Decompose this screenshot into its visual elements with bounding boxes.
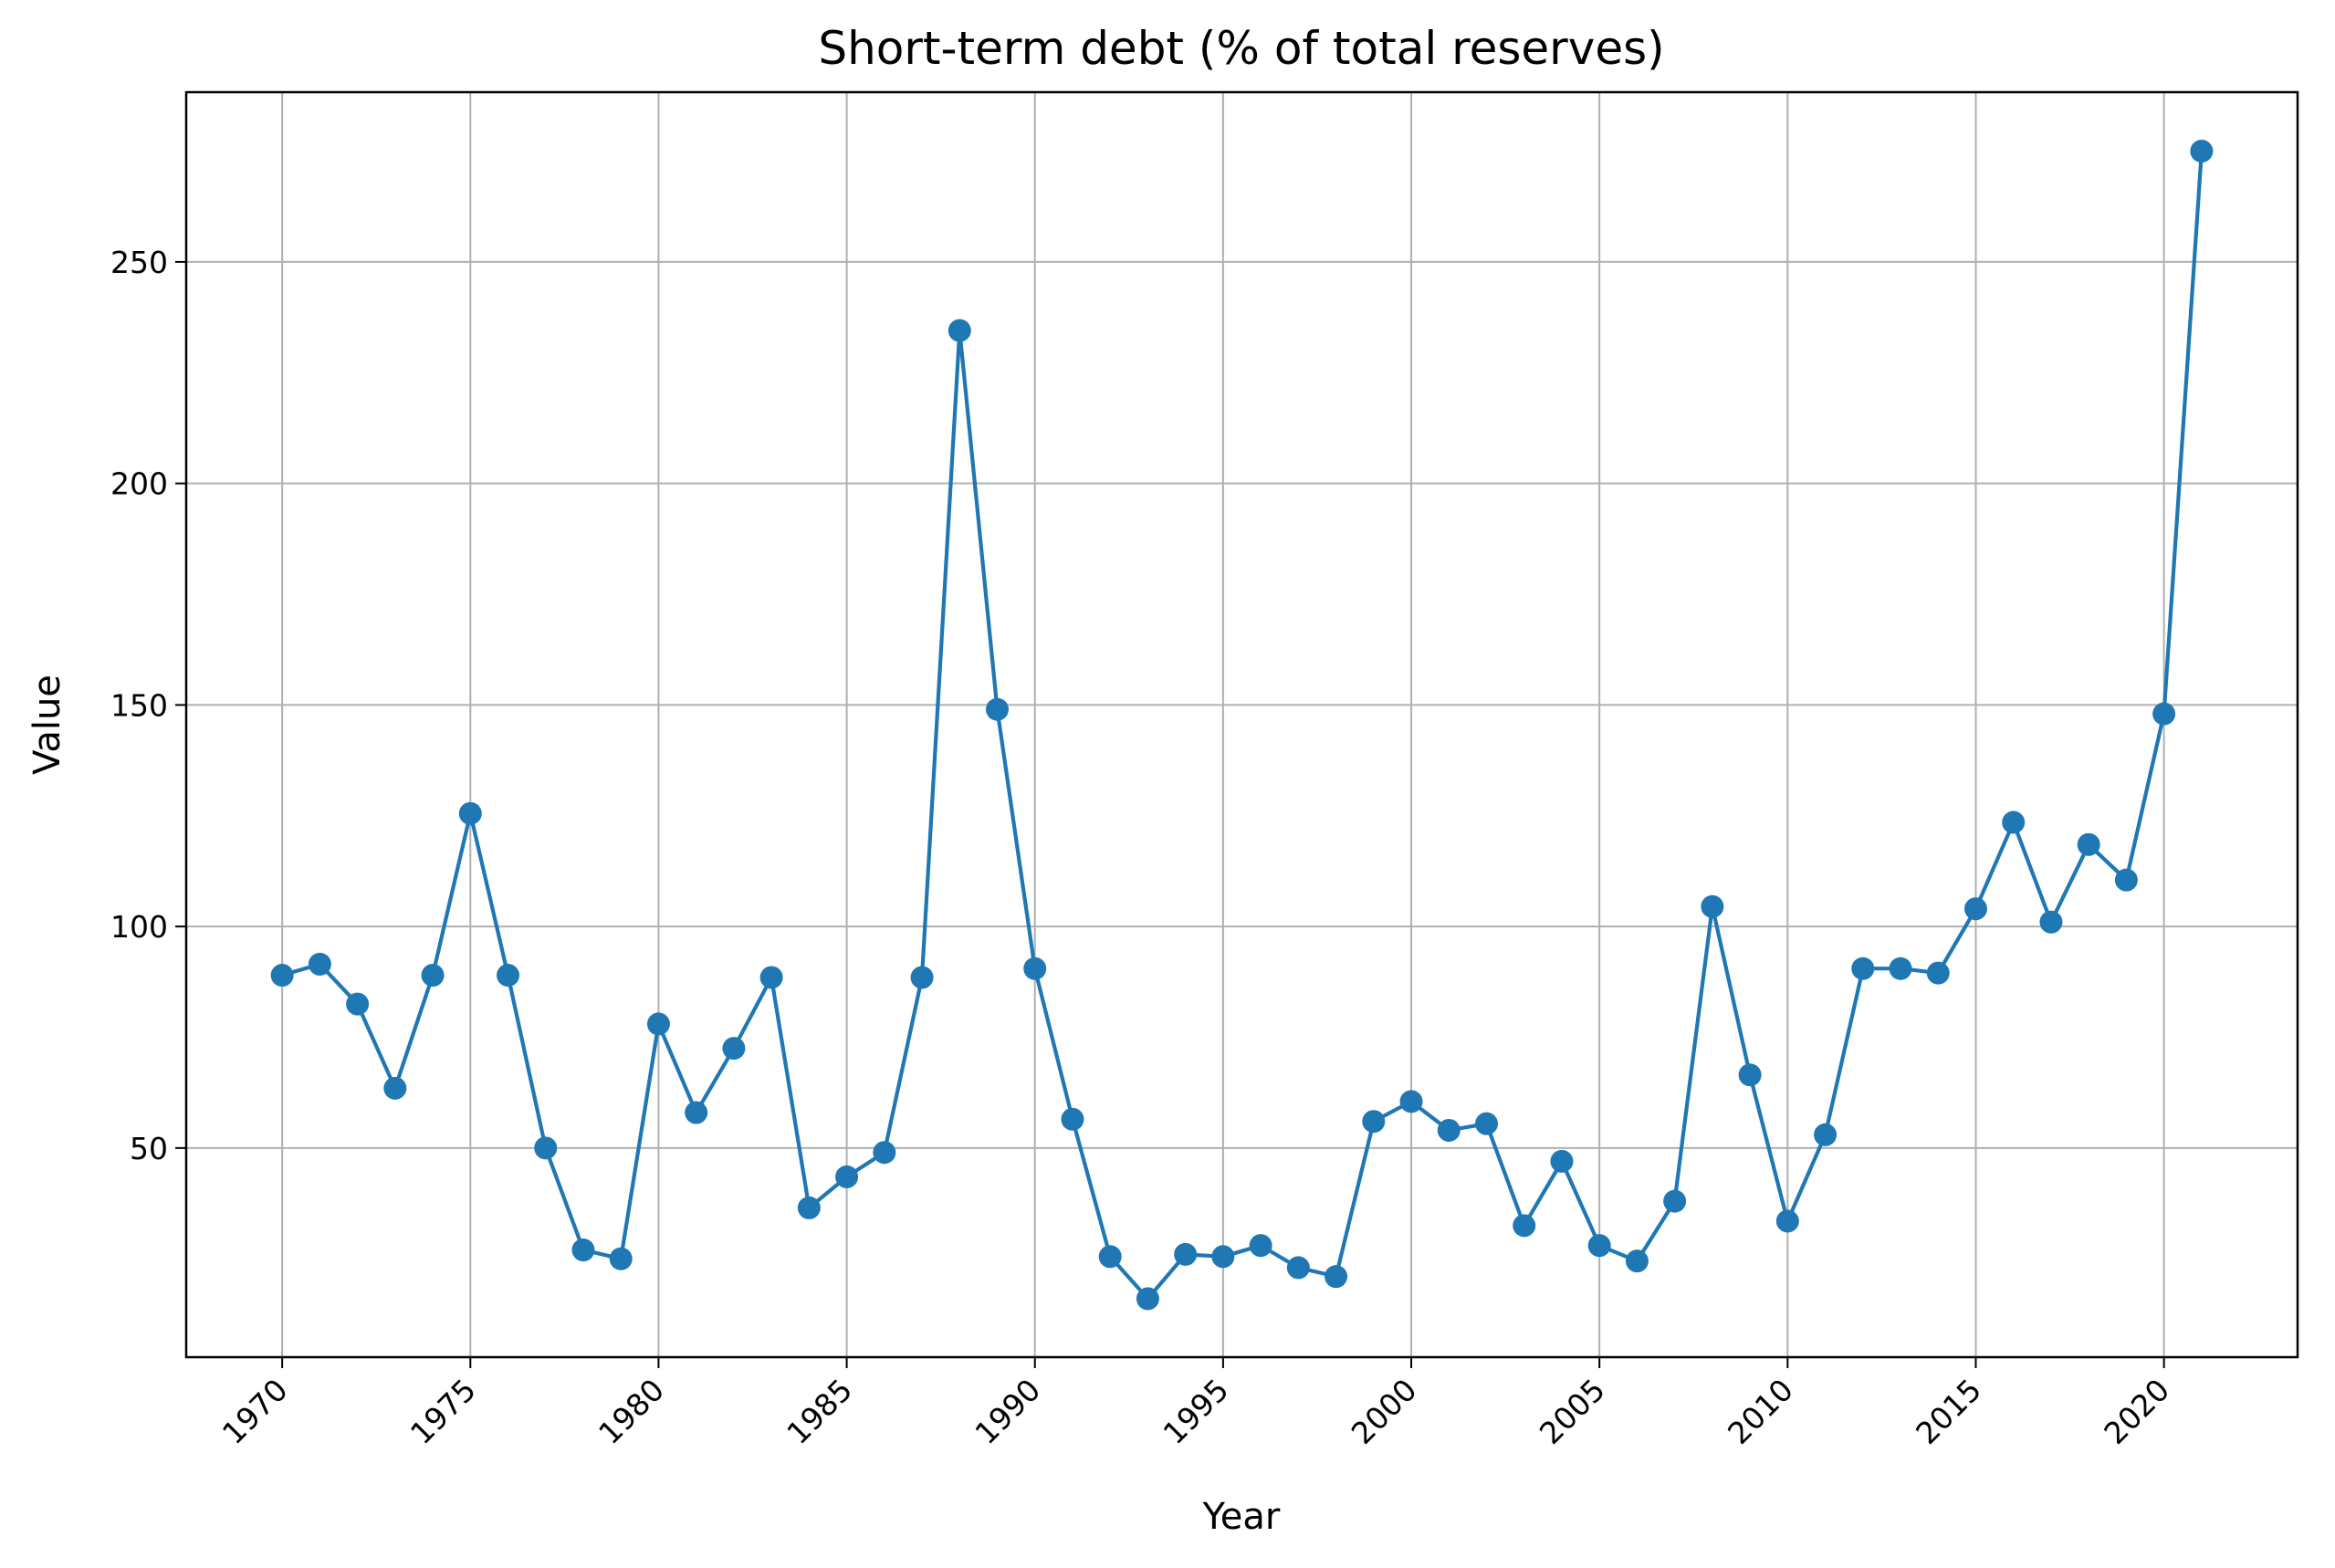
data-point bbox=[1249, 1234, 1272, 1258]
data-point bbox=[1325, 1265, 1348, 1289]
data-point bbox=[1136, 1287, 1159, 1311]
y-tick-label: 200 bbox=[110, 466, 168, 502]
data-point bbox=[1587, 1234, 1611, 1258]
data-point bbox=[270, 964, 294, 988]
data-point bbox=[759, 966, 783, 989]
data-point bbox=[646, 1012, 670, 1036]
data-point bbox=[1437, 1118, 1461, 1142]
data-point bbox=[609, 1247, 633, 1270]
series-line bbox=[281, 151, 2204, 1301]
data-point bbox=[1362, 1110, 1386, 1134]
data-point bbox=[1701, 894, 1724, 918]
data-point bbox=[1550, 1149, 1574, 1173]
data-point bbox=[458, 801, 482, 825]
data-point bbox=[2039, 910, 2063, 934]
data-point bbox=[1098, 1245, 1122, 1269]
data-point bbox=[1513, 1214, 1536, 1238]
y-tick-label: 100 bbox=[110, 909, 168, 945]
data-point bbox=[346, 992, 370, 1016]
data-point bbox=[2152, 702, 2176, 726]
data-point bbox=[1061, 1107, 1084, 1131]
data-point bbox=[2114, 868, 2138, 892]
data-point bbox=[948, 319, 971, 342]
data-point bbox=[2077, 832, 2100, 856]
data-point bbox=[722, 1037, 746, 1061]
data-point bbox=[1738, 1063, 1762, 1087]
data-point bbox=[986, 697, 1010, 721]
data-point bbox=[1174, 1242, 1198, 1266]
chart-title: Short-term debt (% of total reserves) bbox=[818, 22, 1664, 75]
data-point bbox=[2002, 810, 2026, 834]
data-point bbox=[308, 952, 331, 976]
data-point bbox=[421, 964, 445, 988]
data-point bbox=[835, 1165, 859, 1188]
y-axis-label: Value bbox=[26, 674, 68, 775]
data-point bbox=[1399, 1090, 1423, 1113]
y-tick-label: 50 bbox=[130, 1131, 168, 1166]
data-point bbox=[910, 966, 934, 989]
data-point bbox=[571, 1239, 595, 1262]
data-point bbox=[1286, 1256, 1310, 1280]
series-layer bbox=[270, 140, 2214, 1311]
data-point bbox=[1814, 1123, 1838, 1146]
y-tick-label: 150 bbox=[110, 687, 168, 723]
data-point bbox=[497, 964, 520, 988]
data-point bbox=[534, 1136, 558, 1160]
y-tick-label: 250 bbox=[110, 245, 168, 280]
data-point bbox=[1963, 897, 1987, 921]
data-point bbox=[797, 1196, 821, 1219]
plot-frame bbox=[184, 90, 2299, 1359]
data-point bbox=[1926, 961, 1950, 985]
data-point bbox=[1851, 956, 1875, 980]
data-point bbox=[1663, 1189, 1687, 1213]
data-point bbox=[685, 1101, 708, 1124]
data-point bbox=[2190, 140, 2214, 163]
data-point bbox=[383, 1076, 407, 1100]
data-point bbox=[1474, 1112, 1498, 1135]
data-point bbox=[873, 1141, 896, 1165]
data-point bbox=[1211, 1245, 1235, 1269]
data-point bbox=[1023, 956, 1047, 980]
data-point bbox=[1625, 1249, 1649, 1273]
data-point bbox=[1889, 956, 1912, 980]
x-axis-label: Year bbox=[1202, 1496, 1281, 1538]
data-point bbox=[1775, 1209, 1799, 1233]
